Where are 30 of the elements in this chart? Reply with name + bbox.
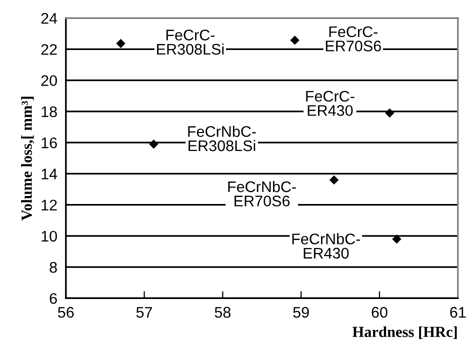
annotation: FeCrNbC- ER430 xyxy=(292,233,360,259)
y-tick-label: 24 xyxy=(41,12,58,24)
point xyxy=(392,234,402,244)
point xyxy=(385,108,394,118)
x-tick-label: 59 xyxy=(293,306,309,318)
x-tick-label: 60 xyxy=(372,306,388,318)
x-axis-title: Hardness [HRc] xyxy=(352,326,457,339)
point xyxy=(329,175,339,185)
y-tick-label: 10 xyxy=(42,230,57,242)
y-tick-label: 20 xyxy=(41,75,57,86)
x-tick-label: 57 xyxy=(136,307,152,318)
y-tick-label: 18 xyxy=(42,106,57,118)
y-tick-label: 14 xyxy=(42,168,58,180)
x-tick-label: 58 xyxy=(214,306,231,318)
point xyxy=(290,36,300,45)
y-tick-label: 12 xyxy=(42,200,57,210)
y-tick-label: 22 xyxy=(41,44,57,55)
y-tick-label: 6 xyxy=(50,293,57,304)
y-axis-title: Volume loss,[ mm³] xyxy=(21,96,34,220)
annotation: FeCrC- ER308LSi xyxy=(157,30,224,55)
annotation: FeCrNbC- ER308LSi xyxy=(188,126,256,152)
x-tick-label: 56 xyxy=(58,306,74,318)
annotation: FeCrC- ER70S6 xyxy=(326,26,381,52)
x-tick-label: 61 xyxy=(450,306,466,318)
point xyxy=(116,38,126,48)
y-tick-label: 16 xyxy=(42,137,57,148)
y-tick-label: 8 xyxy=(50,262,57,273)
point xyxy=(149,140,158,149)
annotation: FeCrNbC- ER70S6 xyxy=(228,180,296,206)
annotation: FeCrC- ER430 xyxy=(306,90,354,116)
